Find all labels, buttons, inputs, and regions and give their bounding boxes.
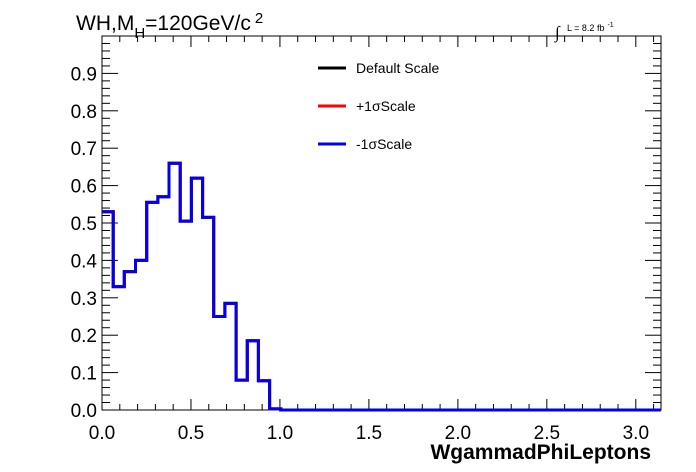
y-tick-label: 0.9 [71,64,97,85]
legend-label-1: +1σScale [356,98,416,114]
x-tick-label: 2.0 [445,423,471,444]
x-axis-title: WgammadPhiLeptons [430,441,651,464]
legend-label-0: Default Scale [356,60,439,76]
x-tick-label: 1.5 [356,423,382,444]
y-axis: 0.0 0.1 0.2 0.3 0.4 0.5 0.6 0.7 0.8 0.9 [71,35,661,422]
y-tick-label: 0.8 [71,102,97,123]
lumi-main: L = 8.2 fb [567,23,604,33]
title-subscript: H [134,25,145,42]
title-rest: =120GeV/c [145,12,251,35]
y-tick-label: 0.1 [71,364,97,385]
x-axis: 0.0 0.5 1.0 1.5 2.0 2.5 3.0 [89,36,655,444]
legend-label-2: -1σScale [356,136,412,152]
series-group [102,161,661,412]
y-tick-label: 0.5 [71,214,97,235]
x-tick-label: 3.0 [623,423,649,444]
lumi-superscript: -1 [607,22,613,29]
lumi-label: L = 8.2 fb -1 [567,22,614,33]
x-tick-label: 1.0 [267,423,293,444]
y-tick-label: 0.0 [71,401,97,422]
integral-symbol: ∫ [554,23,561,43]
chart-title: WH,MH=120GeV/c 2 [76,10,263,42]
series-line-2 [102,161,661,412]
y-tick-label: 0.7 [71,139,97,160]
y-tick-label: 0.3 [71,289,97,310]
y-tick-label: 0.2 [71,326,97,347]
title-main: WH,M [76,12,134,35]
title-superscript: 2 [255,10,263,27]
y-tick-label: 0.4 [71,251,98,272]
x-tick-label: 0.0 [89,423,115,444]
y-tick-label: 0.6 [71,177,97,198]
x-tick-label: 2.5 [534,423,560,444]
legend: Default Scale +1σScale -1σScale [318,60,439,152]
x-tick-label: 0.5 [178,423,204,444]
